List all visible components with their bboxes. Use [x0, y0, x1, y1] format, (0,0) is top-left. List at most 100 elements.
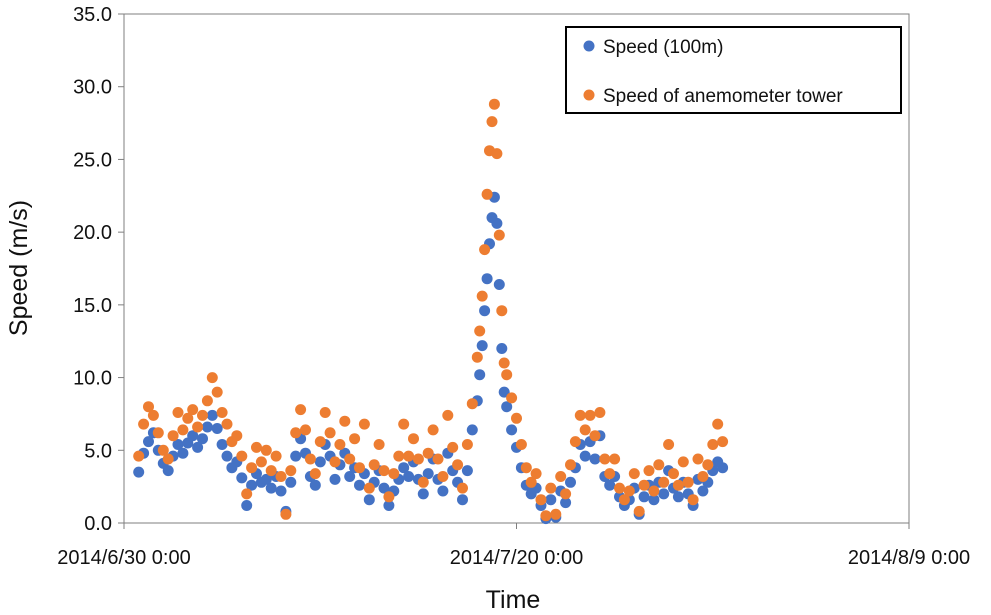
data-point	[300, 424, 311, 436]
data-point	[265, 465, 277, 477]
data-point	[143, 401, 154, 413]
data-point	[309, 468, 321, 480]
data-point	[569, 436, 581, 448]
data-point	[133, 466, 145, 478]
data-point	[329, 456, 341, 468]
data-point	[697, 485, 709, 497]
data-point	[290, 427, 302, 439]
data-point	[285, 465, 297, 477]
data-point	[461, 439, 473, 450]
data-point	[574, 409, 586, 421]
data-point	[653, 459, 665, 471]
data-point	[285, 476, 297, 488]
data-point	[493, 229, 505, 241]
data-point	[707, 439, 719, 450]
data-point	[697, 471, 709, 482]
data-point	[236, 450, 248, 462]
data-point	[545, 494, 557, 506]
data-point	[589, 453, 601, 465]
data-point	[329, 473, 341, 485]
data-point	[466, 424, 478, 436]
data-point	[393, 450, 405, 462]
legend-box	[565, 26, 902, 114]
data-point	[599, 453, 611, 465]
data-point	[275, 485, 287, 497]
data-point	[152, 427, 164, 439]
data-point	[501, 369, 513, 381]
data-point	[560, 488, 572, 500]
data-point	[506, 424, 518, 436]
data-point	[192, 421, 204, 433]
data-point	[486, 116, 498, 128]
data-point	[442, 409, 454, 421]
data-point	[717, 436, 729, 448]
data-point	[383, 500, 395, 511]
data-point	[358, 418, 370, 430]
legend: Speed (100m) Speed of anemometer tower	[565, 26, 902, 114]
data-point	[560, 497, 572, 509]
data-point	[260, 473, 272, 485]
data-point	[623, 485, 635, 497]
data-point	[167, 430, 179, 442]
data-point	[354, 462, 365, 474]
series-0	[133, 191, 729, 525]
data-point	[172, 439, 184, 450]
data-point	[349, 433, 361, 445]
data-point	[614, 482, 625, 494]
data-point	[275, 471, 287, 482]
data-point	[260, 444, 272, 456]
y-tick-label: 30.0	[73, 77, 112, 99]
data-point	[530, 468, 542, 480]
data-point	[354, 479, 365, 491]
data-point	[638, 491, 650, 503]
data-point	[663, 439, 675, 450]
data-point	[206, 409, 218, 421]
data-point	[309, 479, 321, 491]
data-point	[589, 430, 601, 442]
data-point	[162, 453, 174, 465]
y-tick-label: 25.0	[73, 149, 112, 171]
data-point	[378, 465, 390, 477]
data-point	[143, 436, 154, 448]
data-point	[687, 494, 699, 506]
data-point	[432, 453, 444, 465]
data-point	[177, 447, 189, 459]
data-point	[417, 488, 429, 500]
data-point	[496, 305, 508, 317]
data-point	[594, 407, 606, 418]
data-point	[187, 404, 199, 416]
data-point	[498, 357, 510, 369]
data-point	[672, 479, 684, 491]
data-point	[412, 453, 424, 465]
data-point	[398, 418, 410, 430]
data-point	[604, 468, 616, 480]
data-point	[579, 450, 591, 462]
data-point	[363, 482, 375, 494]
data-point	[437, 471, 449, 482]
data-point	[427, 424, 439, 436]
data-point	[643, 465, 655, 477]
data-point	[201, 421, 213, 433]
data-point	[241, 500, 253, 511]
data-point	[496, 343, 508, 354]
data-point	[339, 415, 351, 427]
data-point	[565, 476, 576, 488]
data-point	[236, 472, 248, 484]
data-point	[201, 395, 213, 407]
data-point	[692, 453, 704, 465]
y-tick-label: 5.0	[84, 440, 112, 462]
data-point	[481, 273, 493, 285]
data-point	[133, 450, 145, 462]
data-point	[368, 459, 380, 471]
data-point	[520, 462, 532, 474]
data-point	[324, 427, 336, 439]
data-point	[334, 439, 346, 450]
data-point	[501, 401, 513, 413]
data-point	[476, 340, 488, 352]
data-point	[319, 407, 331, 418]
data-point	[422, 468, 434, 480]
x-axis: 2014/6/30 0:00 2014/7/20 0:00 2014/8/9 0:0…	[57, 523, 970, 569]
data-point	[493, 279, 505, 290]
data-point	[437, 485, 449, 497]
data-point	[555, 471, 567, 482]
